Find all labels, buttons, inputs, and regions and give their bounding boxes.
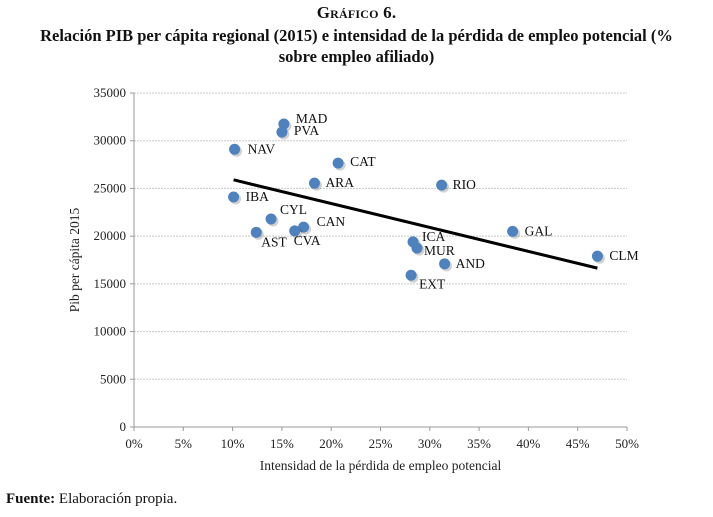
x-axis-title: Intensidad de la pérdida de empleo poten… bbox=[260, 458, 502, 473]
figure-label: Gráfico 6. bbox=[316, 3, 397, 22]
y-tick-label: 35000 bbox=[94, 85, 127, 100]
y-tick-label: 0 bbox=[120, 419, 127, 434]
data-point-ast bbox=[250, 226, 262, 238]
point-label-gal: GAL bbox=[525, 223, 553, 238]
data-point-mur bbox=[411, 242, 423, 254]
y-tick-label: 15000 bbox=[94, 276, 127, 291]
y-axis-ticks: 0 5000 10000 15000 20000 25000 30000 35000 bbox=[94, 85, 134, 434]
point-label-ext: EXT bbox=[419, 276, 446, 291]
source-text: Elaboración propia. bbox=[55, 491, 178, 507]
y-tick-label: 5000 bbox=[100, 371, 126, 386]
source-label: Fuente: bbox=[6, 491, 56, 507]
point-label-iba: IBA bbox=[246, 189, 270, 204]
x-axis-ticks: 0% 5% 10% 15% 20% 25% 30% 35% 40% 45% 50% bbox=[125, 427, 639, 451]
x-tick-label: 5% bbox=[175, 436, 193, 451]
x-tick-label: 45% bbox=[566, 436, 590, 451]
point-label-mur: MUR bbox=[424, 243, 455, 258]
data-point-cat bbox=[332, 157, 344, 169]
data-point-ara bbox=[308, 177, 320, 189]
point-label-mad: MAD bbox=[296, 111, 328, 126]
trendline bbox=[233, 178, 598, 270]
x-tick-label: 15% bbox=[270, 436, 294, 451]
data-point-iba bbox=[228, 191, 240, 203]
axes bbox=[133, 93, 627, 428]
x-tick-label: 0% bbox=[125, 436, 143, 451]
point-label-ica: ICA bbox=[422, 229, 446, 244]
figure-title: Relación PIB per cápita regional (2015) … bbox=[40, 26, 673, 66]
x-tick-label: 30% bbox=[418, 436, 442, 451]
y-tick-label: 20000 bbox=[94, 228, 127, 243]
data-point-gal bbox=[507, 225, 519, 237]
point-label-cyl: CYL bbox=[280, 202, 307, 217]
x-tick-label: 40% bbox=[516, 436, 540, 451]
point-label-nav: NAV bbox=[248, 141, 276, 156]
y-tick-label: 30000 bbox=[94, 133, 127, 148]
point-label-cat: CAT bbox=[350, 154, 376, 169]
x-tick-label: 25% bbox=[369, 436, 393, 451]
source-note: Fuente: Elaboración propia. bbox=[6, 491, 177, 508]
x-tick-label: 50% bbox=[615, 436, 639, 451]
point-label-rio: RIO bbox=[453, 177, 477, 192]
data-point-and bbox=[439, 258, 451, 270]
data-point-cyl bbox=[265, 213, 277, 225]
point-label-can: CAN bbox=[317, 214, 346, 229]
y-tick-label: 25000 bbox=[94, 180, 127, 195]
data-point-nav bbox=[229, 143, 241, 155]
data-point-rio bbox=[436, 179, 448, 191]
data-point-ext bbox=[405, 269, 417, 281]
y-tick-label: 10000 bbox=[94, 324, 127, 339]
point-label-ara: ARA bbox=[325, 175, 354, 190]
point-label-ast: AST bbox=[261, 234, 287, 249]
data-point-can bbox=[298, 221, 310, 233]
x-tick-label: 10% bbox=[221, 436, 245, 451]
gridlines bbox=[134, 92, 627, 380]
data-point-pva bbox=[276, 126, 288, 138]
point-label-cva: CVA bbox=[294, 233, 321, 248]
point-label-pva: PVA bbox=[294, 123, 320, 138]
y-axis-title: Pib per cápita 2015 bbox=[67, 207, 82, 312]
point-label-and: AND bbox=[456, 256, 485, 271]
point-label-clm: CLM bbox=[609, 248, 638, 263]
data-point-clm bbox=[591, 250, 603, 262]
data-point-cva bbox=[289, 225, 301, 237]
x-tick-label: 20% bbox=[319, 436, 343, 451]
x-tick-label: 35% bbox=[467, 436, 491, 451]
